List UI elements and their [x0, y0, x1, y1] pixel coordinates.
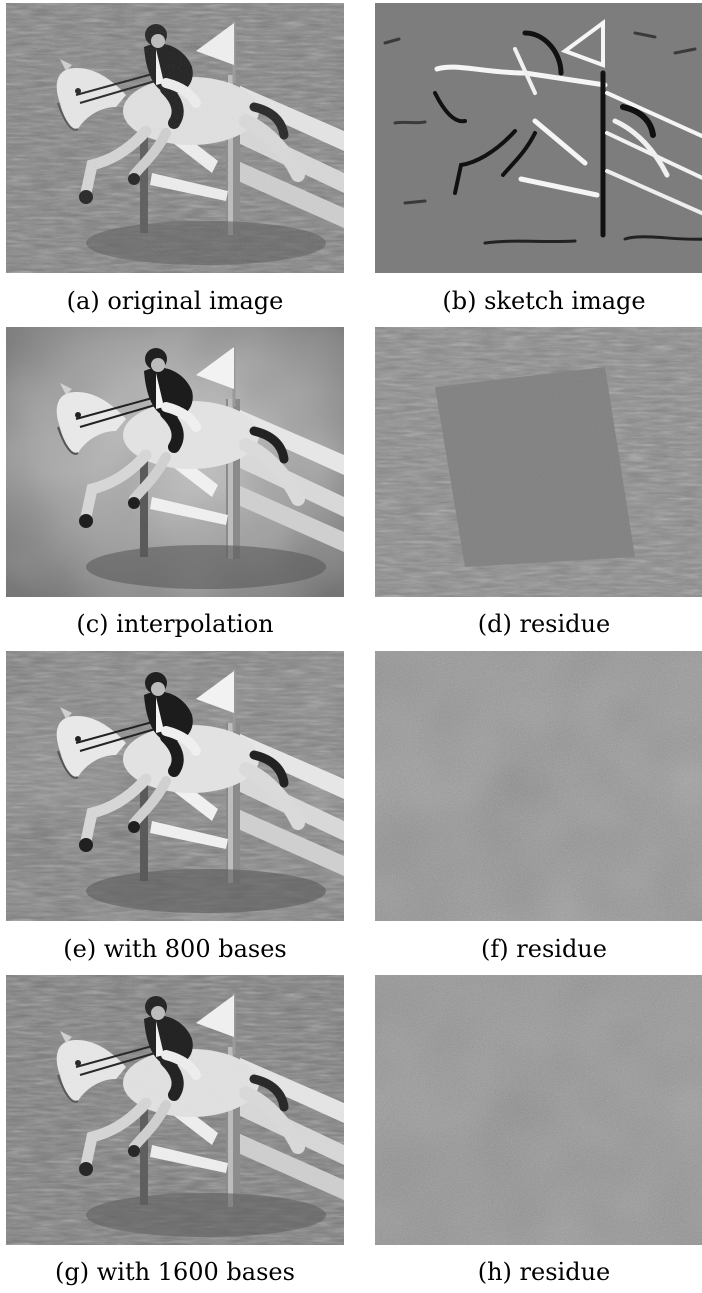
- caption-g: (g) with 1600 bases: [55, 1258, 295, 1286]
- panel-residue-f: [375, 651, 702, 921]
- caption-a: (a) original image: [66, 287, 284, 315]
- panel-residue-d: [375, 327, 702, 597]
- panel-800-bases: [6, 651, 344, 921]
- panel-1600-bases: [6, 975, 344, 1245]
- caption-h: (h) residue: [477, 1258, 611, 1286]
- caption-b: (b) sketch image: [442, 287, 646, 315]
- panel-interpolation: [6, 327, 344, 597]
- panel-residue-h: [375, 975, 702, 1245]
- caption-d: (d) residue: [477, 610, 611, 638]
- panel-original-image: [6, 3, 344, 273]
- caption-f: (f) residue: [481, 935, 607, 963]
- panel-sketch-image: [375, 3, 702, 273]
- caption-e: (e) with 800 bases: [63, 935, 287, 963]
- caption-c: (c) interpolation: [76, 610, 274, 638]
